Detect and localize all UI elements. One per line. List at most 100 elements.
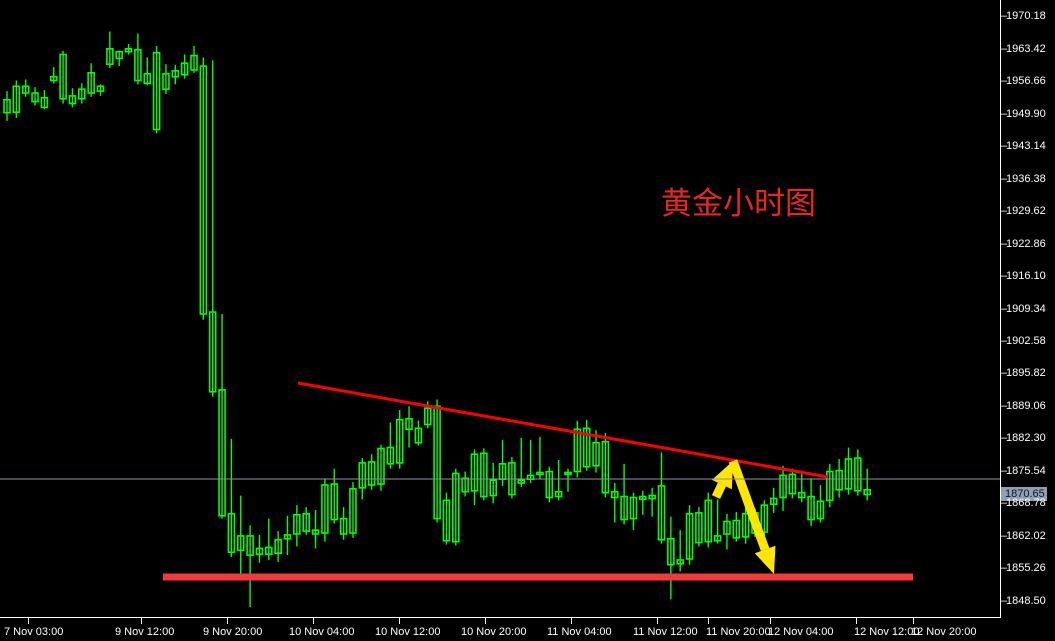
candlestick [358, 458, 367, 500]
time-axis[interactable]: 7 Nov 03:00 9 Nov 12:00 9 Nov 20:00 10 Nov … [0, 618, 1001, 641]
candlestick [498, 439, 507, 486]
price-tick-mark: – [1001, 42, 1008, 55]
candle-body [610, 490, 619, 499]
candlestick [246, 525, 254, 608]
price-tick: –1922.86 [1001, 238, 1046, 250]
price-tick-mark: – [1001, 594, 1008, 607]
price-tick-mark: – [1001, 140, 1008, 153]
time-tick-label: 12 Nov 04:00 [768, 626, 834, 638]
candlestick [723, 513, 731, 550]
candle-body [854, 457, 862, 492]
price-tick: –1929.62 [1001, 205, 1046, 217]
time-tick-label: 10 Nov 04:00 [289, 626, 355, 638]
price-tick: –1868.78 [1001, 497, 1046, 509]
price-tick-label: 1889.06 [1006, 399, 1046, 412]
candle-body [134, 48, 142, 82]
candlestick [554, 460, 563, 501]
candle-body [31, 92, 39, 103]
time-tick-mark [770, 618, 771, 624]
candlestick [162, 64, 170, 94]
candle-body [124, 48, 133, 53]
time-tick-mark [657, 618, 658, 624]
candle-body [143, 72, 152, 85]
time-tick-label: 10 Nov 12:00 [375, 626, 441, 638]
candle-body [442, 499, 451, 542]
price-tick-mark: – [1001, 367, 1008, 380]
candle-body [620, 495, 628, 521]
candle-body [685, 513, 694, 560]
candle-body [863, 488, 872, 496]
candlestick [638, 490, 647, 515]
candlestick [854, 449, 862, 496]
candlestick [704, 492, 713, 548]
price-tick: –1963.42 [1001, 43, 1046, 55]
candle-body [657, 485, 666, 541]
candlestick [423, 401, 432, 429]
price-tick-label: 1895.82 [1006, 367, 1046, 380]
candlestick [49, 67, 58, 84]
price-tick: –1902.58 [1001, 335, 1046, 347]
candlestick [751, 509, 759, 537]
time-tick-mark [313, 618, 314, 624]
price-tick-label: 1882.30 [1006, 432, 1046, 445]
candlestick [106, 31, 114, 69]
candlestick [835, 459, 843, 498]
time-tick-label: 9 Nov 12:00 [115, 626, 175, 638]
price-tick-mark: – [1001, 107, 1008, 120]
candle-body [264, 546, 273, 555]
candle-body [797, 491, 806, 499]
candlestick [208, 60, 217, 397]
price-tick: –1848.50 [1001, 595, 1046, 607]
price-tick-mark: – [1001, 75, 1008, 88]
price-tick: –1882.30 [1001, 432, 1046, 444]
candlestick [451, 468, 460, 546]
candlestick [349, 482, 357, 538]
candlestick [667, 516, 675, 600]
candlestick [293, 505, 301, 547]
candlestick [218, 313, 226, 519]
candlestick [657, 452, 666, 544]
candlestick [695, 507, 703, 547]
price-tick-label: 1902.58 [1006, 334, 1046, 347]
candle-body [68, 95, 77, 105]
candlestick-series [3, 31, 872, 608]
price-tick-label: 1909.34 [1006, 302, 1046, 315]
price-tick-mark: – [1001, 205, 1008, 218]
price-tick-mark: – [1001, 562, 1008, 575]
price-tick-mark: – [1001, 464, 1008, 477]
candle-body [255, 547, 264, 555]
candlestick [171, 65, 180, 85]
price-tick-label: 1868.78 [1006, 497, 1046, 510]
time-tick-mark [227, 618, 228, 624]
candle-body [40, 97, 49, 109]
price-tick: –1956.66 [1001, 75, 1046, 87]
price-tick-mark: – [1001, 334, 1008, 347]
candlestick [255, 534, 264, 563]
price-tick-label: 1936.38 [1006, 172, 1046, 185]
time-tick-label: 11 Nov 20:00 [706, 626, 771, 638]
price-tick-mark: – [1001, 529, 1008, 542]
chart-plot-area[interactable]: 黄金小时图 [0, 0, 1001, 618]
candle-body [816, 500, 825, 520]
candlestick [236, 495, 245, 577]
price-tick-label: 1963.42 [1006, 42, 1046, 55]
price-tick-mark: – [1001, 497, 1008, 510]
candle-body [339, 517, 348, 535]
time-tick-label: 12 Nov 20:00 [911, 626, 977, 638]
candlestick [3, 91, 11, 121]
price-tick: –1936.38 [1001, 173, 1046, 185]
candle-body [330, 483, 339, 521]
time-tick-label: 12 Nov 12:00 [854, 626, 920, 638]
candlestick [190, 45, 198, 73]
candle-body [713, 535, 722, 542]
candlestick [115, 50, 123, 67]
candle-body [115, 50, 123, 60]
price-tick: –1862.02 [1001, 530, 1046, 542]
price-tick-label: 1875.54 [1006, 464, 1046, 477]
candle-body [769, 497, 778, 506]
candle-body [293, 513, 301, 535]
time-tick-mark [399, 618, 400, 624]
candle-body [49, 75, 58, 82]
price-axis[interactable]: 1870.65 –1970.18 –1963.42 –1956.66 –1949.90… [1001, 0, 1055, 618]
candlestick [283, 515, 292, 556]
